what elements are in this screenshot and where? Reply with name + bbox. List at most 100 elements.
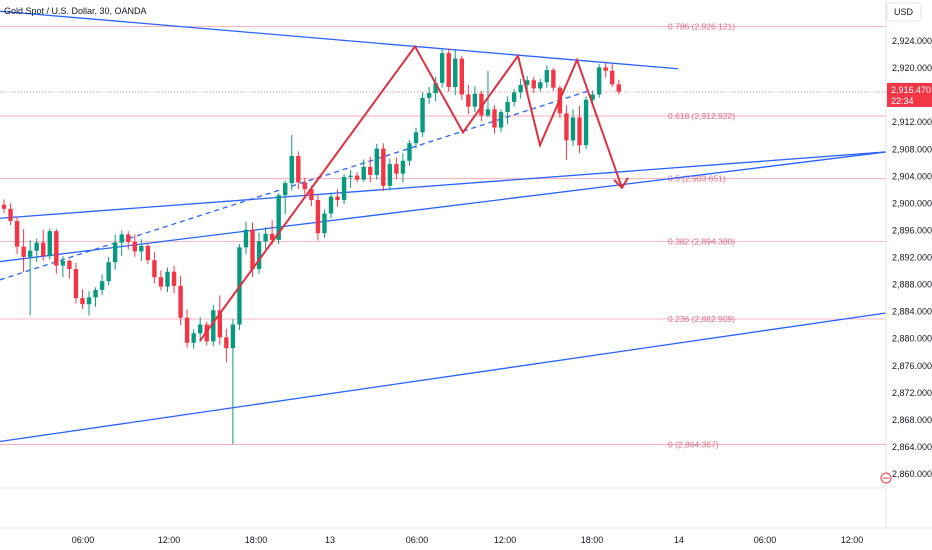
candle bbox=[354, 172, 360, 183]
fib-level-label: 0.382 (2,894.380) bbox=[668, 236, 735, 246]
forecast-polyline bbox=[199, 44, 623, 342]
x-tick-label: 13 bbox=[325, 535, 335, 545]
candle bbox=[47, 228, 52, 260]
candle bbox=[570, 109, 576, 146]
candle-body bbox=[178, 285, 183, 318]
candle bbox=[400, 153, 406, 183]
candle bbox=[139, 239, 144, 261]
candle-body bbox=[616, 84, 621, 92]
candle bbox=[374, 143, 379, 180]
candle-body bbox=[302, 182, 308, 190]
candle-body bbox=[407, 143, 412, 161]
candle bbox=[60, 256, 66, 278]
candle bbox=[315, 193, 321, 241]
candle-body bbox=[60, 260, 66, 266]
candle bbox=[531, 76, 536, 94]
x-tick-label: 12:00 bbox=[494, 535, 517, 545]
y-tick-label: 2,924.000 bbox=[892, 36, 932, 46]
candle bbox=[21, 229, 26, 273]
candle bbox=[80, 289, 85, 309]
candle-body bbox=[27, 250, 33, 257]
y-tick-label: 2,920.000 bbox=[892, 63, 932, 73]
candle bbox=[603, 62, 608, 78]
x-tick-label: 18:00 bbox=[581, 535, 604, 545]
candle bbox=[394, 157, 399, 180]
candle-body bbox=[596, 67, 602, 95]
candle-body bbox=[538, 82, 543, 89]
candle bbox=[459, 55, 464, 100]
candle-body bbox=[139, 245, 144, 252]
candle-body bbox=[590, 94, 595, 100]
candle-body bbox=[34, 242, 39, 251]
candle bbox=[335, 189, 340, 207]
candle bbox=[126, 231, 131, 250]
candle bbox=[551, 68, 556, 92]
candle-body bbox=[354, 175, 360, 180]
x-tick-label: 06:00 bbox=[754, 535, 777, 545]
candle-body bbox=[171, 271, 177, 286]
candle-body bbox=[466, 94, 471, 107]
candle-body bbox=[211, 310, 216, 342]
y-tick-label: 2,880.000 bbox=[892, 334, 932, 344]
candle-body bbox=[119, 234, 124, 243]
candle bbox=[466, 84, 471, 115]
candle-body bbox=[93, 289, 98, 298]
candle-body bbox=[1, 204, 7, 209]
y-tick-label: 2,908.000 bbox=[892, 144, 932, 154]
candle-body bbox=[570, 117, 576, 141]
scale-toggle-icon[interactable] bbox=[880, 472, 892, 484]
candle-body bbox=[492, 109, 497, 128]
candle bbox=[93, 287, 98, 307]
candle bbox=[596, 64, 602, 98]
candle-body bbox=[439, 53, 445, 83]
x-tick-label: 12:00 bbox=[841, 535, 864, 545]
candle bbox=[564, 105, 569, 161]
candle bbox=[184, 309, 190, 348]
fib-level-label: 0.5 (2,903.651) bbox=[668, 174, 726, 184]
y-tick-label: 2,888.000 bbox=[892, 280, 932, 290]
candle bbox=[328, 192, 334, 219]
candle-body bbox=[341, 176, 347, 200]
candle-body bbox=[322, 213, 327, 234]
last-price: 2,916.470 bbox=[891, 85, 931, 95]
candle-body bbox=[198, 324, 203, 334]
candle bbox=[538, 78, 543, 92]
candle-body bbox=[394, 164, 399, 174]
candle-body bbox=[381, 148, 386, 186]
candle-body bbox=[289, 156, 294, 184]
currency-button[interactable]: USD bbox=[886, 2, 922, 22]
candle-body bbox=[551, 70, 556, 88]
candle bbox=[14, 216, 20, 255]
candle bbox=[446, 48, 451, 92]
candle-body bbox=[80, 298, 85, 305]
candle bbox=[171, 265, 177, 294]
candle bbox=[67, 259, 72, 279]
candle bbox=[191, 329, 196, 349]
candle bbox=[577, 105, 582, 154]
candle bbox=[276, 193, 281, 244]
candle-body bbox=[531, 80, 536, 89]
y-tick-label: 2,884.000 bbox=[892, 307, 932, 317]
candle-body bbox=[67, 260, 72, 270]
candle-body bbox=[191, 333, 196, 343]
candle bbox=[41, 229, 46, 261]
candle-body bbox=[269, 233, 275, 240]
candle bbox=[407, 139, 412, 166]
candle-body bbox=[309, 189, 314, 200]
candle-body bbox=[14, 220, 20, 247]
candle-body bbox=[459, 58, 464, 95]
candle-body bbox=[446, 53, 451, 88]
y-tick-label: 2,896.000 bbox=[892, 225, 932, 235]
x-tick-label: 06:00 bbox=[406, 535, 429, 545]
candle bbox=[145, 243, 151, 265]
candle bbox=[453, 49, 458, 96]
candle-body bbox=[8, 208, 13, 221]
candle bbox=[296, 151, 301, 190]
candle bbox=[283, 180, 288, 215]
candle-body bbox=[132, 241, 137, 252]
y-tick-label: 2,860.000 bbox=[892, 469, 932, 479]
candle bbox=[511, 89, 517, 107]
candle-body bbox=[453, 58, 458, 88]
